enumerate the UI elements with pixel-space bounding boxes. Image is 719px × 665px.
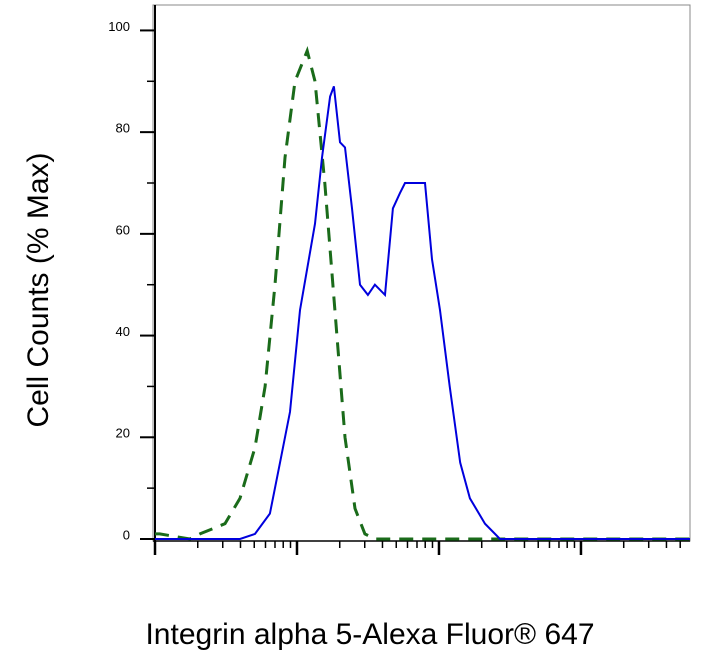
y-tick-label: 40 (116, 324, 130, 339)
y-tick-label: 0 (123, 527, 130, 542)
y-tick-label: 80 (116, 121, 130, 136)
x-axis-label: Integrin alpha 5-Alexa Fluor® 647 (145, 618, 594, 651)
y-axis-label: Cell Counts (% Max) (22, 152, 55, 427)
y-tick-label: 60 (116, 222, 130, 237)
series-line (155, 45, 690, 541)
plot-frame (152, 4, 691, 542)
y-tick-label: 20 (116, 426, 130, 441)
y-tick-label: 100 (108, 19, 130, 34)
series-line (155, 86, 690, 540)
